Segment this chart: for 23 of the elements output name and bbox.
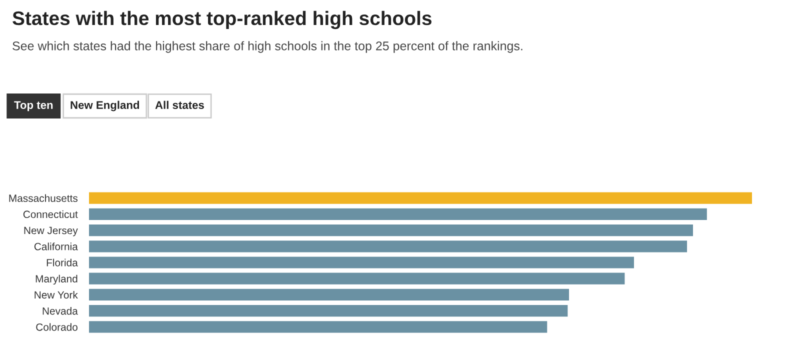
bar (89, 256, 634, 268)
chart-title: States with the most top-ranked high schools (12, 10, 432, 30)
y-tick-label: Maryland (36, 274, 78, 285)
bar (89, 240, 688, 252)
bar (89, 224, 693, 236)
y-tick-label: Colorado (36, 323, 78, 331)
y-tick-label: Massachusetts (9, 194, 78, 202)
text: All states (155, 100, 204, 109)
chart-subtitle: See which states had the highest share of high schools in the top 25 percent of the rankings. (12, 41, 522, 53)
y-tick-label: Florida (46, 258, 78, 266)
y-tick-label: Nevada (42, 307, 78, 315)
y-tick-label: New York (34, 290, 78, 299)
y-tick-label: California (34, 242, 78, 250)
bar (89, 192, 752, 204)
bar (89, 288, 570, 301)
bar (89, 208, 707, 220)
y-tick-label: New Jersey (24, 226, 78, 236)
text: Top ten (14, 101, 53, 112)
bar (89, 305, 568, 317)
bar (89, 272, 625, 284)
y-tick-label: Connecticut (23, 210, 78, 218)
text: New England (70, 100, 140, 112)
bar (89, 321, 548, 333)
